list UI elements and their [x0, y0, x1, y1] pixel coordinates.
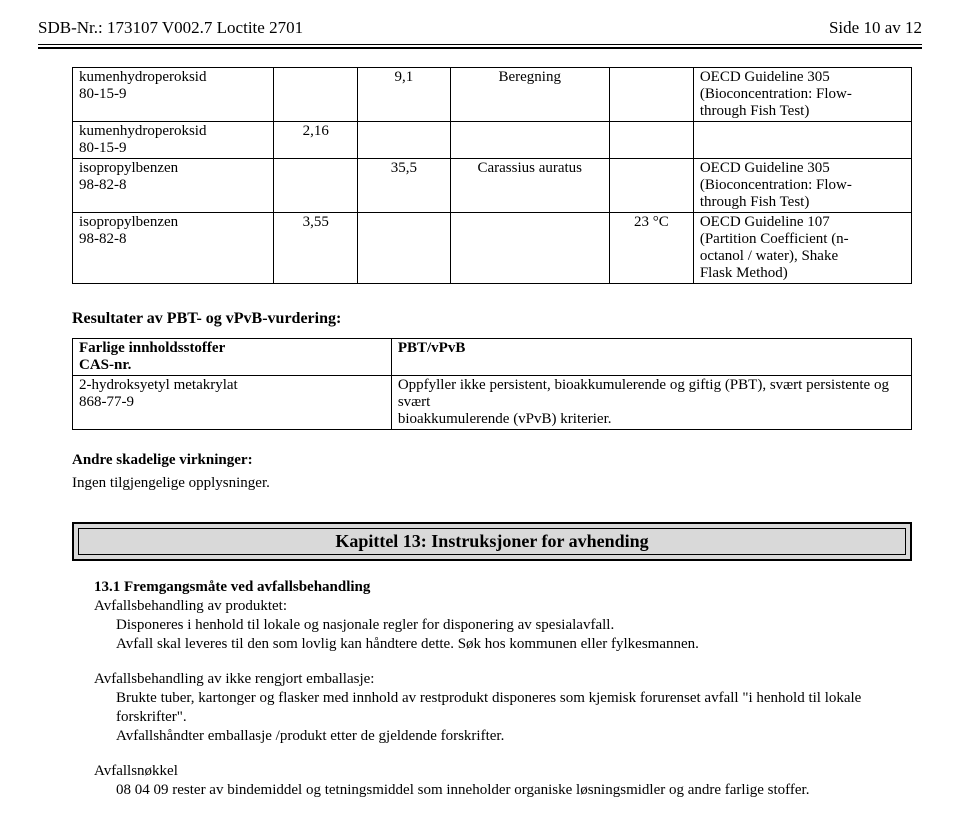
cell-method [693, 122, 911, 159]
cell-substance: kumenhydroperoksid 80-15-9 [73, 122, 274, 159]
substance-cas: 80-15-9 [79, 86, 127, 102]
method-line: octanol / water), Shake [700, 248, 838, 264]
chapter-title: Kapittel 13: Instruksjoner for avhending [78, 528, 906, 555]
key-line: 08 04 09 rester av bindemiddel og tetnin… [116, 782, 912, 799]
cell-c4: Carassius auratus [450, 159, 609, 213]
pbt-line: 2-hydroksyetyl metakrylat [79, 377, 238, 393]
header-rule-1 [38, 44, 922, 45]
cell-c3: 35,5 [358, 159, 450, 213]
main-content: kumenhydroperoksid 80-15-9 9,1 Beregning… [38, 67, 922, 799]
pbt-heading: Resultater av PBT- og vPvB-vurdering: [72, 310, 912, 328]
cell-c2: 2,16 [274, 122, 358, 159]
substance-cas: 98-82-8 [79, 231, 127, 247]
method-line: Flask Method) [700, 265, 788, 281]
product-label: Avfallsbehandling av produktet: [94, 598, 912, 615]
document-page: SDB-Nr.: 173107 V002.7 Loctite 2701 Side… [0, 0, 960, 831]
cell-c3 [358, 213, 450, 284]
cell-c2 [274, 68, 358, 122]
chapter-box: Kapittel 13: Instruksjoner for avhending [72, 522, 912, 561]
cell-method: OECD Guideline 305 (Bioconcentration: Fl… [693, 68, 911, 122]
cell-c3: 9,1 [358, 68, 450, 122]
substance-name: kumenhydroperoksid [79, 123, 206, 139]
method-line: (Partition Coefficient (n- [700, 231, 849, 247]
cell-c4: Beregning [450, 68, 609, 122]
substance-name: isopropylbenzen [79, 160, 178, 176]
product-line: Disponeres i henhold til lokale og nasjo… [116, 617, 912, 634]
cell-substance: isopropylbenzen 98-82-8 [73, 159, 274, 213]
pbt-header-line: CAS-nr. [79, 357, 131, 373]
section-13: 13.1 Fremgangsmåte ved avfallsbehandling… [72, 579, 912, 799]
cell-c3 [358, 122, 450, 159]
table-row: kumenhydroperoksid 80-15-9 9,1 Beregning… [73, 68, 912, 122]
substance-name: kumenhydroperoksid [79, 69, 206, 85]
andre-heading: Andre skadelige virkninger: [72, 452, 912, 469]
cell-c4 [450, 122, 609, 159]
method-line: OECD Guideline 107 [700, 214, 830, 230]
pbt-header-right: PBT/vPvB [391, 339, 911, 376]
pbt-cell-right: Oppfyller ikke persistent, bioakkumulere… [391, 376, 911, 430]
pbt-line: 868-77-9 [79, 394, 134, 410]
method-line: OECD Guideline 305 [700, 160, 830, 176]
bioconcentration-table: kumenhydroperoksid 80-15-9 9,1 Beregning… [72, 67, 912, 284]
method-line: (Bioconcentration: Flow- [700, 177, 852, 193]
cell-c2: 3,55 [274, 213, 358, 284]
substance-name: isopropylbenzen [79, 214, 178, 230]
table-row: 2-hydroksyetyl metakrylat 868-77-9 Oppfy… [73, 376, 912, 430]
andre-text: Ingen tilgjengelige opplysninger. [72, 475, 912, 492]
table-row: Farlige innholdsstoffer CAS-nr. PBT/vPvB [73, 339, 912, 376]
header-right: Side 10 av 12 [829, 18, 922, 38]
pbt-header-line: PBT/vPvB [398, 340, 466, 356]
pack-line: Brukte tuber, kartonger og flasker med i… [116, 690, 912, 707]
pbt-table: Farlige innholdsstoffer CAS-nr. PBT/vPvB… [72, 338, 912, 430]
header-left: SDB-Nr.: 173107 V002.7 Loctite 2701 [38, 18, 303, 38]
substance-cas: 80-15-9 [79, 140, 127, 156]
cell-c4 [450, 213, 609, 284]
header-rule-2 [38, 47, 922, 49]
cell-substance: kumenhydroperoksid 80-15-9 [73, 68, 274, 122]
page-header: SDB-Nr.: 173107 V002.7 Loctite 2701 Side… [38, 18, 922, 38]
sec13-title: 13.1 Fremgangsmåte ved avfallsbehandling [94, 579, 912, 596]
pbt-header-left: Farlige innholdsstoffer CAS-nr. [73, 339, 392, 376]
substance-cas: 98-82-8 [79, 177, 127, 193]
method-line: through Fish Test) [700, 194, 810, 210]
key-label: Avfallsnøkkel [94, 763, 912, 780]
method-line: OECD Guideline 305 [700, 69, 830, 85]
cell-c5 [609, 159, 693, 213]
pbt-header-line: Farlige innholdsstoffer [79, 340, 225, 356]
table-row: isopropylbenzen 98-82-8 35,5 Carassius a… [73, 159, 912, 213]
table-row: kumenhydroperoksid 80-15-9 2,16 [73, 122, 912, 159]
cell-method: OECD Guideline 107 (Partition Coefficien… [693, 213, 911, 284]
pbt-line: bioakkumulerende (vPvB) kriterier. [398, 411, 612, 427]
product-line: Avfall skal leveres til den som lovlig k… [116, 636, 912, 653]
table-row: isopropylbenzen 98-82-8 3,55 23 °C OECD … [73, 213, 912, 284]
cell-c5 [609, 122, 693, 159]
pack-line: Avfallshåndter emballasje /produkt etter… [116, 728, 912, 745]
pbt-cell-left: 2-hydroksyetyl metakrylat 868-77-9 [73, 376, 392, 430]
cell-method: OECD Guideline 305 (Bioconcentration: Fl… [693, 159, 911, 213]
method-line: through Fish Test) [700, 103, 810, 119]
cell-c2 [274, 159, 358, 213]
cell-c5: 23 °C [609, 213, 693, 284]
method-line: (Bioconcentration: Flow- [700, 86, 852, 102]
pbt-line: Oppfyller ikke persistent, bioakkumulere… [398, 377, 889, 410]
cell-c5 [609, 68, 693, 122]
pack-line: forskrifter". [116, 709, 912, 726]
cell-substance: isopropylbenzen 98-82-8 [73, 213, 274, 284]
pack-label: Avfallsbehandling av ikke rengjort embal… [94, 671, 912, 688]
